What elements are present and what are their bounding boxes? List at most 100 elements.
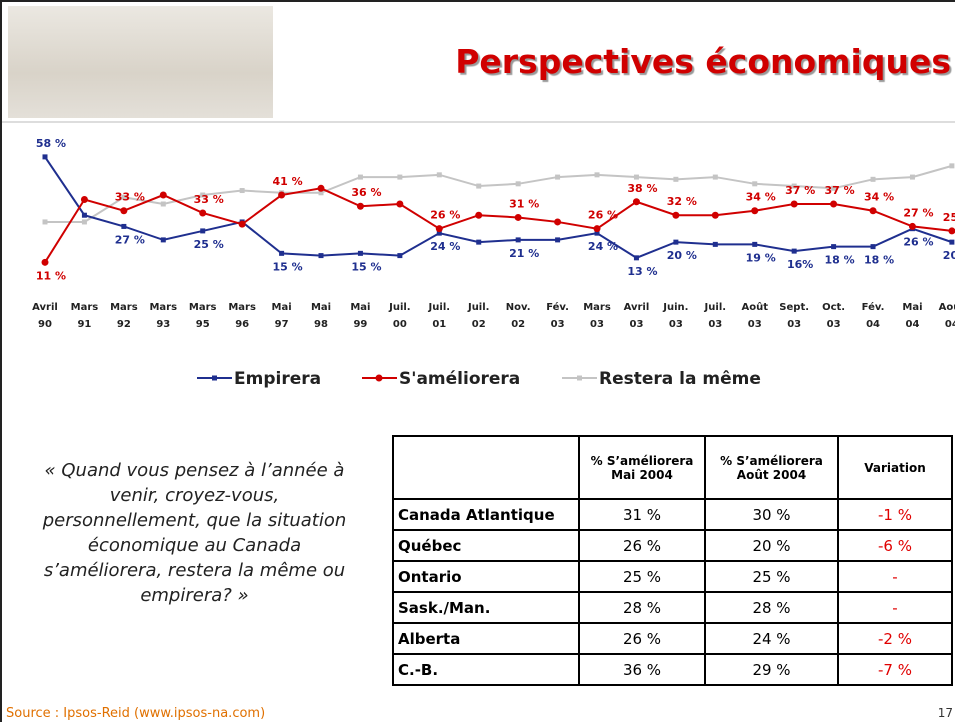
results-table: % S’améliorera Mai 2004% S’améliorera Ao… [392, 435, 953, 686]
slide-title: Perspectives économiques [455, 42, 951, 81]
series-line [44, 187, 953, 263]
cell: 28 % [704, 591, 839, 624]
data-label: 34 % [746, 191, 776, 204]
header-cell: % S’améliorera Mai 2004 [578, 435, 706, 500]
x-tick-label: Avril [32, 302, 58, 313]
data-label: 19 % [746, 251, 776, 264]
cell: -7 % [837, 653, 953, 686]
cell: 26 % [578, 622, 706, 655]
x-tick-label: 01 [432, 319, 446, 330]
data-label: 27 % [903, 206, 933, 219]
data-label: 37 % [785, 184, 815, 197]
data-label: 58 % [36, 137, 66, 150]
point [160, 237, 166, 243]
point [790, 200, 798, 208]
point [357, 250, 363, 256]
x-tick-label: Mai [272, 302, 292, 313]
legend-item: Restera la même [562, 369, 761, 389]
legend-marker [375, 374, 383, 382]
x-tick-label: 03 [748, 319, 762, 330]
data-label: 38 % [627, 182, 657, 195]
cell: 25 % [578, 560, 706, 593]
point [514, 213, 522, 221]
x-tick-label: 00 [393, 319, 407, 330]
cell: 31 % [578, 498, 706, 531]
cell: -2 % [837, 622, 953, 655]
x-tick-label: 93 [156, 319, 170, 330]
point [791, 183, 797, 189]
x-tick-label: Fév. [546, 301, 569, 313]
point [160, 201, 166, 207]
x-tick-label: Mai [350, 302, 370, 313]
cell: -6 % [837, 529, 953, 562]
point [41, 258, 49, 266]
x-tick-label: Sept. [779, 302, 809, 313]
point [672, 211, 680, 219]
legend-item: Empirera [197, 369, 321, 389]
point [593, 225, 601, 233]
table-row: Québec 26 % 20 % -6 % [392, 529, 953, 562]
point [239, 188, 245, 194]
data-label: 26 % [588, 209, 618, 222]
cell: 26 % [578, 529, 706, 562]
x-tick-label: 95 [196, 319, 210, 330]
point [318, 190, 324, 196]
point [711, 211, 719, 219]
point [751, 207, 759, 215]
cell: 30 % [704, 498, 839, 531]
x-tick-label: Août [939, 301, 955, 313]
row-label: Alberta [392, 622, 580, 655]
point [357, 174, 363, 180]
data-label: 20 % [667, 249, 697, 262]
row-label: Sask./Man. [392, 591, 580, 624]
point [712, 241, 718, 247]
point [673, 176, 679, 182]
point [396, 200, 404, 208]
legend-item: S'améliorera [362, 369, 520, 389]
legend-label: S'améliorera [399, 369, 520, 389]
data-label: 20 % [943, 249, 955, 262]
data-label: 33 % [115, 191, 145, 204]
point [948, 227, 955, 235]
x-tick-label: 98 [314, 319, 328, 330]
x-tick-label: Mars [71, 302, 99, 313]
x-tick-label: 04 [905, 319, 919, 330]
data-label: 37 % [825, 184, 855, 197]
table-row: C.-B. 36 % 29 % -7 % [392, 653, 953, 686]
point [278, 191, 286, 199]
x-tick-label: 03 [787, 319, 801, 330]
data-label: 31 % [509, 197, 539, 210]
page-number: 17 [937, 706, 953, 720]
point [752, 181, 758, 187]
point [42, 154, 48, 160]
header-cell: % S’améliorera Août 2004 [704, 435, 839, 500]
point [594, 230, 600, 236]
point [555, 237, 561, 243]
point [120, 207, 128, 215]
data-label: 15 % [272, 260, 302, 273]
point [279, 250, 285, 256]
x-tick-label: Avril [624, 302, 650, 313]
table-row: Canada Atlantique 31 % 30 % -1 % [392, 498, 953, 531]
x-tick-label: Juil. [428, 302, 451, 313]
x-tick-label: Juin. [662, 302, 688, 313]
x-tick-label: Mars [189, 302, 217, 313]
point [317, 184, 325, 192]
x-tick-label: 02 [511, 319, 525, 330]
x-tick-label: 96 [235, 319, 249, 330]
point [831, 244, 837, 250]
point [42, 219, 48, 225]
point [515, 181, 521, 187]
point [200, 192, 206, 198]
point [633, 174, 639, 180]
point [238, 220, 246, 228]
point [870, 244, 876, 250]
point [752, 241, 758, 247]
cell: -1 % [837, 498, 953, 531]
row-label: Québec [392, 529, 580, 562]
x-tick-label: Août [741, 301, 768, 313]
x-tick-label: Juil. [388, 302, 411, 313]
data-label: 24 % [430, 240, 460, 253]
data-label: 13 % [627, 265, 657, 278]
x-tick-label: Mai [311, 302, 331, 313]
